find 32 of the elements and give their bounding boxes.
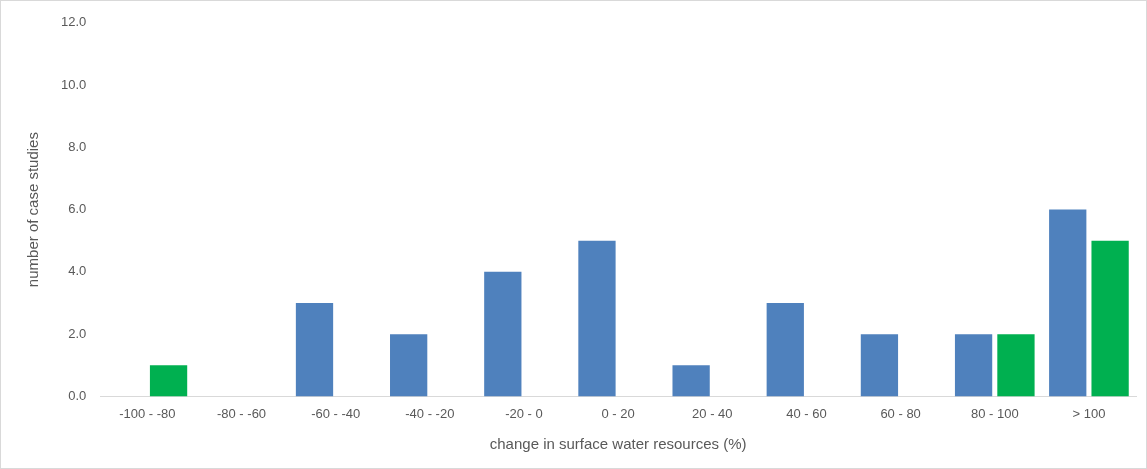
bar bbox=[149, 365, 188, 397]
bar bbox=[578, 240, 616, 397]
y-tick-label: 10.0 bbox=[60, 76, 87, 92]
y-tick-label: 6.0 bbox=[68, 201, 87, 217]
bar bbox=[672, 365, 710, 397]
x-tick-label: -20 - 0 bbox=[505, 405, 543, 421]
x-tick-label: 20 - 40 bbox=[692, 405, 733, 421]
bar bbox=[766, 303, 804, 397]
x-tick-label: -100 - -80 bbox=[119, 405, 176, 421]
x-tick-label: 80 - 100 bbox=[970, 405, 1019, 421]
bar bbox=[295, 303, 334, 397]
y-axis-title: number of case studies bbox=[24, 132, 42, 288]
x-tick-label: -60 - -40 bbox=[311, 405, 361, 421]
x-tick-label: -40 - -20 bbox=[405, 405, 455, 421]
y-tick-label: 8.0 bbox=[68, 138, 87, 154]
y-tick-label: 12.0 bbox=[60, 14, 87, 30]
x-tick-label: 0 - 20 bbox=[601, 405, 635, 421]
y-tick-label: 2.0 bbox=[68, 325, 87, 341]
bar bbox=[390, 334, 428, 397]
bar bbox=[484, 271, 522, 397]
bar bbox=[1091, 240, 1129, 397]
bar bbox=[997, 334, 1035, 397]
x-axis-title: change in surface water resources (%) bbox=[489, 435, 747, 453]
x-tick-label: 60 - 80 bbox=[880, 405, 921, 421]
bar bbox=[860, 334, 899, 397]
bar bbox=[1049, 209, 1087, 397]
y-tick-label: 0.0 bbox=[68, 387, 87, 403]
x-tick-label: 40 - 60 bbox=[786, 405, 827, 421]
x-tick-label: > 100 bbox=[1072, 405, 1106, 421]
y-tick-label: 4.0 bbox=[68, 263, 87, 279]
bar bbox=[954, 334, 993, 397]
x-tick-label: -80 - -60 bbox=[216, 405, 267, 421]
